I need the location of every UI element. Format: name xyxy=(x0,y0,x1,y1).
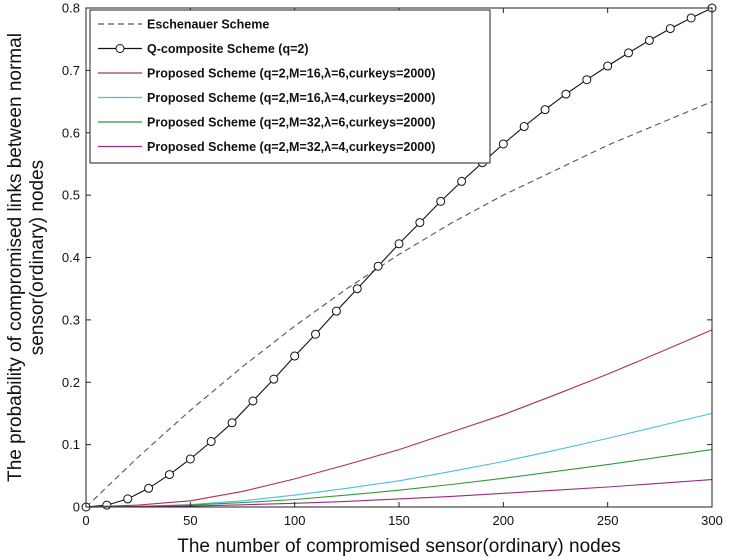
y-tick-label: 0.2 xyxy=(62,375,80,390)
axis-ticks: 0 50 100 150 200 250 300 0 0.1 0.2 0.3 0.4 0.5 0.6 0.7… xyxy=(62,1,723,529)
series-2-point xyxy=(436,196,446,206)
series-2-point xyxy=(373,261,383,271)
series-2-point xyxy=(102,500,112,510)
series-2-point xyxy=(311,329,321,339)
series-2-point xyxy=(164,470,174,480)
legend-marker-2 xyxy=(115,44,125,53)
series-2-point xyxy=(519,122,529,132)
legend-label-1: Eschenauer Scheme xyxy=(147,18,269,32)
legend-box xyxy=(89,9,491,164)
y-tick-label: 0.3 xyxy=(62,312,80,327)
series-line-3 xyxy=(85,329,713,508)
series-2-point xyxy=(498,139,508,149)
x-tick-label: 250 xyxy=(597,513,619,528)
x-tick-label: 0 xyxy=(82,513,89,528)
y-tick-label: 0.1 xyxy=(62,437,80,452)
series-2-point xyxy=(624,48,634,58)
x-tick-label: 150 xyxy=(388,513,410,528)
y-tick-label: 0.5 xyxy=(62,188,80,203)
series-2-point xyxy=(227,418,237,428)
series-2-point xyxy=(686,13,696,23)
series-2-point xyxy=(561,89,571,99)
y-tick-label: 0.7 xyxy=(62,63,80,78)
legend: Eschenauer Scheme Q-composite Scheme (q=2… xyxy=(89,9,491,164)
series-2-point xyxy=(644,35,654,45)
plot-marks xyxy=(81,3,717,512)
series-2-point xyxy=(665,24,675,34)
series-2-point xyxy=(248,396,258,406)
series-2-point xyxy=(123,494,133,504)
y-tick-label: 0 xyxy=(73,500,80,515)
x-axis-title: The number of compromised sensor(ordinar… xyxy=(177,536,621,557)
series-2-point xyxy=(290,351,300,361)
legend-label-4: Proposed Scheme (q=2,M=16,λ=4,curkeys=20… xyxy=(147,91,435,105)
series-line-1 xyxy=(85,101,713,508)
series-2-point xyxy=(352,284,362,294)
x-tick-label: 200 xyxy=(492,513,514,528)
legend-label-5: Proposed Scheme (q=2,M=32,λ=6,curkeys=20… xyxy=(147,116,435,130)
series-2-point xyxy=(394,239,404,249)
y-axis-title-line-2: sensor(ordinary) nodes xyxy=(27,160,48,355)
series-2-point xyxy=(185,454,195,464)
series-2-point xyxy=(269,374,279,384)
legend-label-2: Q-composite Scheme (q=2) xyxy=(147,42,309,56)
series-2-point xyxy=(540,105,550,115)
y-tick-label: 0.8 xyxy=(62,1,80,16)
x-tick-label: 50 xyxy=(183,513,197,528)
series-2-point xyxy=(415,218,425,228)
series-2-point xyxy=(582,75,592,85)
series-2-point xyxy=(457,176,467,186)
series-2-point xyxy=(144,483,154,493)
series-2-point xyxy=(331,306,341,316)
y-tick-label: 0.4 xyxy=(62,250,80,265)
y-tick-label: 0.6 xyxy=(62,125,80,140)
legend-label-3: Proposed Scheme (q=2,M=16,λ=6,curkeys=20… xyxy=(147,67,435,81)
x-tick-label: 100 xyxy=(284,513,306,528)
x-tick-label: 300 xyxy=(701,513,723,528)
series-2-point xyxy=(603,61,613,71)
legend-label-6: Proposed Scheme (q=2,M=32,λ=4,curkeys=20… xyxy=(147,140,435,154)
series-2-point xyxy=(206,437,216,447)
y-axis-title-line-1: The probability of compromised links bet… xyxy=(5,33,26,482)
